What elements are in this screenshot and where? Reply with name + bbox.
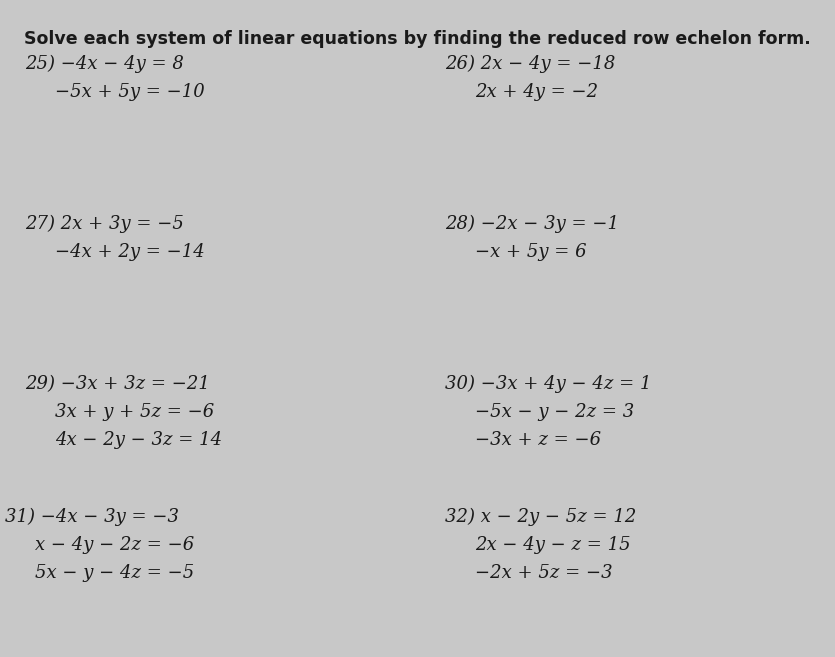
Text: −5x + 5y = −10: −5x + 5y = −10 xyxy=(55,83,205,101)
Text: 3x + y + 5z = −6: 3x + y + 5z = −6 xyxy=(55,403,215,421)
Text: −4x + 2y = −14: −4x + 2y = −14 xyxy=(55,243,205,261)
Text: 30) −3x + 4y − 4z = 1: 30) −3x + 4y − 4z = 1 xyxy=(445,375,651,394)
Text: 32) x − 2y − 5z = 12: 32) x − 2y − 5z = 12 xyxy=(445,508,636,526)
Text: 27) 2x + 3y = −5: 27) 2x + 3y = −5 xyxy=(25,215,184,233)
Text: 25) −4x − 4y = 8: 25) −4x − 4y = 8 xyxy=(25,55,184,73)
Text: 29) −3x + 3z = −21: 29) −3x + 3z = −21 xyxy=(25,375,210,393)
Text: −3x + z = −6: −3x + z = −6 xyxy=(475,431,601,449)
Text: 31) −4x − 3y = −3: 31) −4x − 3y = −3 xyxy=(5,508,179,526)
Text: 2x − 4y − z = 15: 2x − 4y − z = 15 xyxy=(475,536,630,554)
Text: −x + 5y = 6: −x + 5y = 6 xyxy=(475,243,587,261)
Text: 28) −2x − 3y = −1: 28) −2x − 3y = −1 xyxy=(445,215,619,233)
Text: 2x + 4y = −2: 2x + 4y = −2 xyxy=(475,83,598,101)
Text: Solve each system of linear equations by finding the reduced row echelon form.: Solve each system of linear equations by… xyxy=(24,30,811,48)
Text: 26) 2x − 4y = −18: 26) 2x − 4y = −18 xyxy=(445,55,615,73)
Text: x − 4y − 2z = −6: x − 4y − 2z = −6 xyxy=(35,536,195,554)
Text: 5x − y − 4z = −5: 5x − y − 4z = −5 xyxy=(35,564,195,582)
Text: −5x − y − 2z = 3: −5x − y − 2z = 3 xyxy=(475,403,635,421)
Text: 4x − 2y − 3z = 14: 4x − 2y − 3z = 14 xyxy=(55,431,222,449)
Text: −2x + 5z = −3: −2x + 5z = −3 xyxy=(475,564,613,582)
